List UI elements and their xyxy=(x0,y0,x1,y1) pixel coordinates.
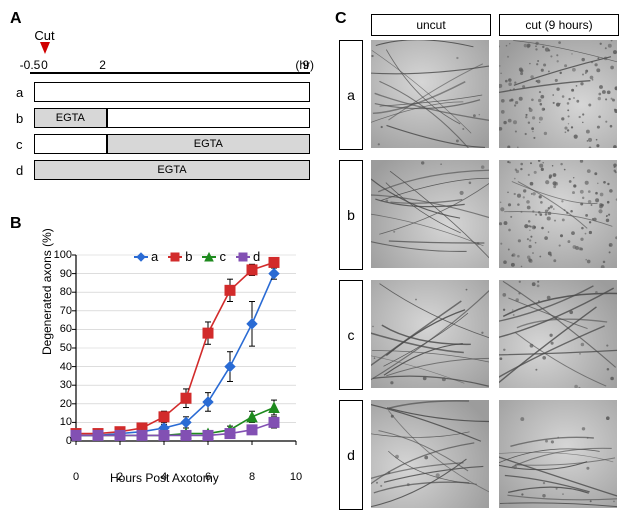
line-chart: Degenerated axons (%) abcd 0102030405060… xyxy=(44,235,304,465)
col-header-uncut: uncut xyxy=(371,14,491,36)
control-segment xyxy=(107,108,310,128)
egta-segment: EGTA xyxy=(34,160,310,180)
egta-segment: EGTA xyxy=(34,108,107,128)
micrograph-c-cut xyxy=(499,280,617,388)
y-tick: 80 xyxy=(48,286,72,298)
y-tick: 10 xyxy=(48,416,72,428)
row-header-d: d xyxy=(339,400,363,510)
micrograph-d-cut xyxy=(499,400,617,508)
x-tick: 8 xyxy=(249,471,255,483)
timeline-tick: 0 xyxy=(41,58,48,72)
timeline-tick: 2 xyxy=(99,58,106,72)
micrograph-a-uncut xyxy=(371,40,489,148)
micrograph-b-cut xyxy=(499,160,617,268)
legend-item-a: a xyxy=(134,249,158,264)
y-tick: 70 xyxy=(48,305,72,317)
micrograph-a-cut xyxy=(499,40,617,148)
panel-c-label: C xyxy=(335,10,347,28)
panel-a-label: A xyxy=(10,10,22,28)
timeline-tick: 9 xyxy=(303,58,310,72)
condition-label: a xyxy=(16,85,30,100)
row-header-a: a xyxy=(339,40,363,150)
micrograph-b-uncut xyxy=(371,160,489,268)
condition-label: b xyxy=(16,111,30,126)
row-header-c: c xyxy=(339,280,363,390)
timeline-tick: -0.5 xyxy=(20,58,41,72)
y-tick: 100 xyxy=(48,249,72,261)
legend-label: d xyxy=(253,249,260,264)
legend-label: c xyxy=(219,249,226,264)
condition-row-c: c EGTA xyxy=(16,134,310,156)
y-tick: 40 xyxy=(48,361,72,373)
micrograph-c-uncut xyxy=(371,280,489,388)
row-header-b: b xyxy=(339,160,363,270)
condition-label: d xyxy=(16,163,30,178)
control-segment xyxy=(34,134,107,154)
legend-item-b: b xyxy=(168,249,192,264)
timeline: Cut (hr) -0.5029 xyxy=(30,30,310,70)
condition-row-d: d EGTA xyxy=(16,160,310,182)
y-tick: 50 xyxy=(48,342,72,354)
col-header-cut: cut (9 hours) xyxy=(499,14,619,36)
y-tick: 60 xyxy=(48,323,72,335)
x-tick: 10 xyxy=(290,471,302,483)
condition-label: c xyxy=(16,137,30,152)
x-axis-label: Hours Post Axotomy xyxy=(110,471,219,485)
y-tick: 90 xyxy=(48,268,72,280)
x-tick: 0 xyxy=(73,471,79,483)
cut-label: Cut xyxy=(34,28,54,43)
chart-legend: a b c d xyxy=(134,249,260,264)
condition-row-b: b EGTA xyxy=(16,108,310,130)
legend-item-c: c xyxy=(202,249,226,264)
micrograph-d-uncut xyxy=(371,400,489,508)
legend-label: a xyxy=(151,249,158,264)
y-tick: 20 xyxy=(48,398,72,410)
egta-segment: EGTA xyxy=(107,134,310,154)
legend-item-d: d xyxy=(236,249,260,264)
panel-b-label: B xyxy=(10,215,22,233)
control-segment xyxy=(34,82,310,102)
condition-row-a: a xyxy=(16,82,310,104)
cut-arrow-icon xyxy=(40,42,50,54)
y-tick: 30 xyxy=(48,379,72,391)
y-tick: 0 xyxy=(48,435,72,447)
legend-label: b xyxy=(185,249,192,264)
